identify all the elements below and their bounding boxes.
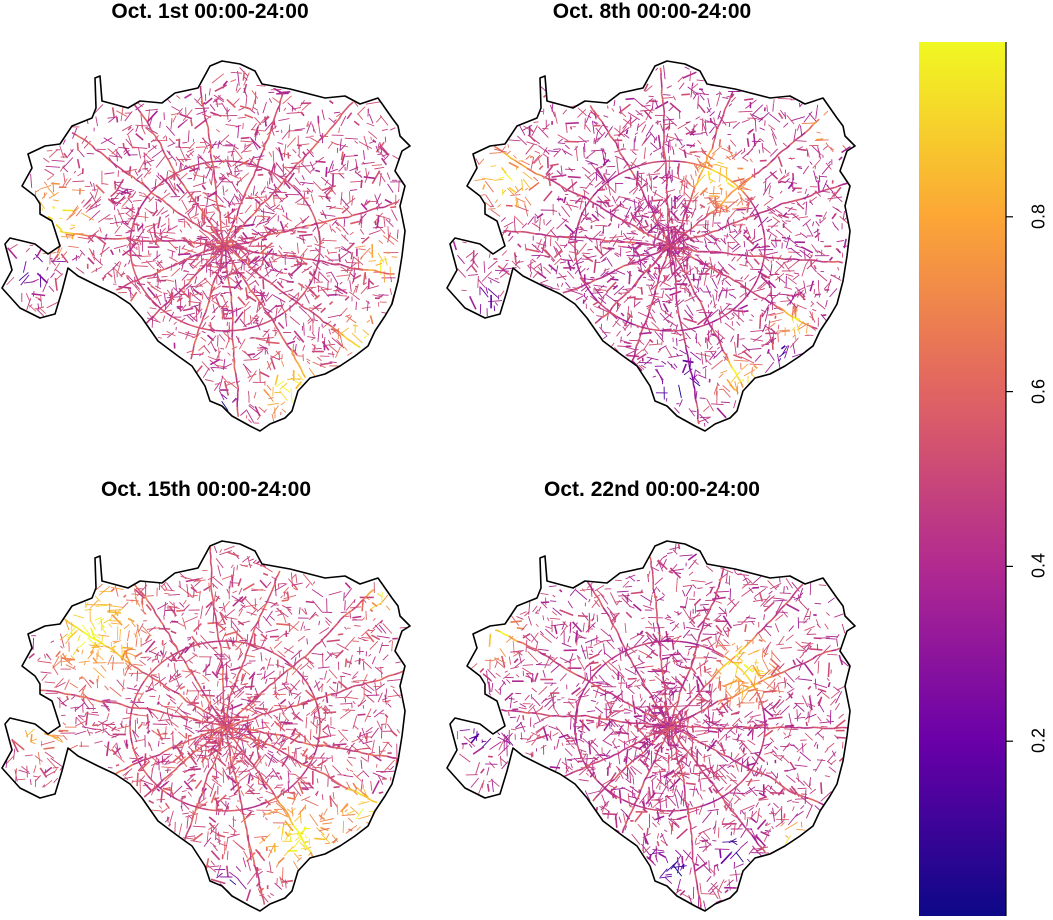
- map-panel-oct-1: [1, 60, 411, 432]
- map-panel-oct-15: [1, 540, 411, 912]
- colorbar-gradient: [919, 42, 1006, 916]
- colorbar-tick-label-0.4: 0.4: [1028, 553, 1049, 579]
- street-network: [456, 543, 849, 911]
- colorbar-tick-label-0.6: 0.6: [1028, 378, 1049, 404]
- colorbar: [919, 42, 1013, 916]
- panel-title-oct-22: Oct. 22nd 00:00-24:00: [544, 478, 760, 501]
- city-boundary: [1, 540, 411, 912]
- city-boundary: [446, 540, 856, 912]
- street-network: [6, 67, 402, 424]
- panel-title-oct-1: Oct. 1st 00:00-24:00: [111, 0, 309, 23]
- city-boundary: [446, 60, 856, 432]
- map-panel-oct-8: [446, 60, 856, 432]
- panel-title-oct-8: Oct. 8th 00:00-24:00: [552, 0, 752, 23]
- street-network: [452, 65, 851, 427]
- colorbar-tick-label-0.2: 0.2: [1028, 728, 1049, 754]
- map-panel-oct-22: [446, 540, 856, 912]
- colorbar-tick-label-0.8: 0.8: [1028, 203, 1049, 229]
- city-boundary: [1, 60, 411, 432]
- panel-title-oct-15: Oct. 15th 00:00-24:00: [100, 478, 312, 501]
- street-network: [5, 545, 407, 905]
